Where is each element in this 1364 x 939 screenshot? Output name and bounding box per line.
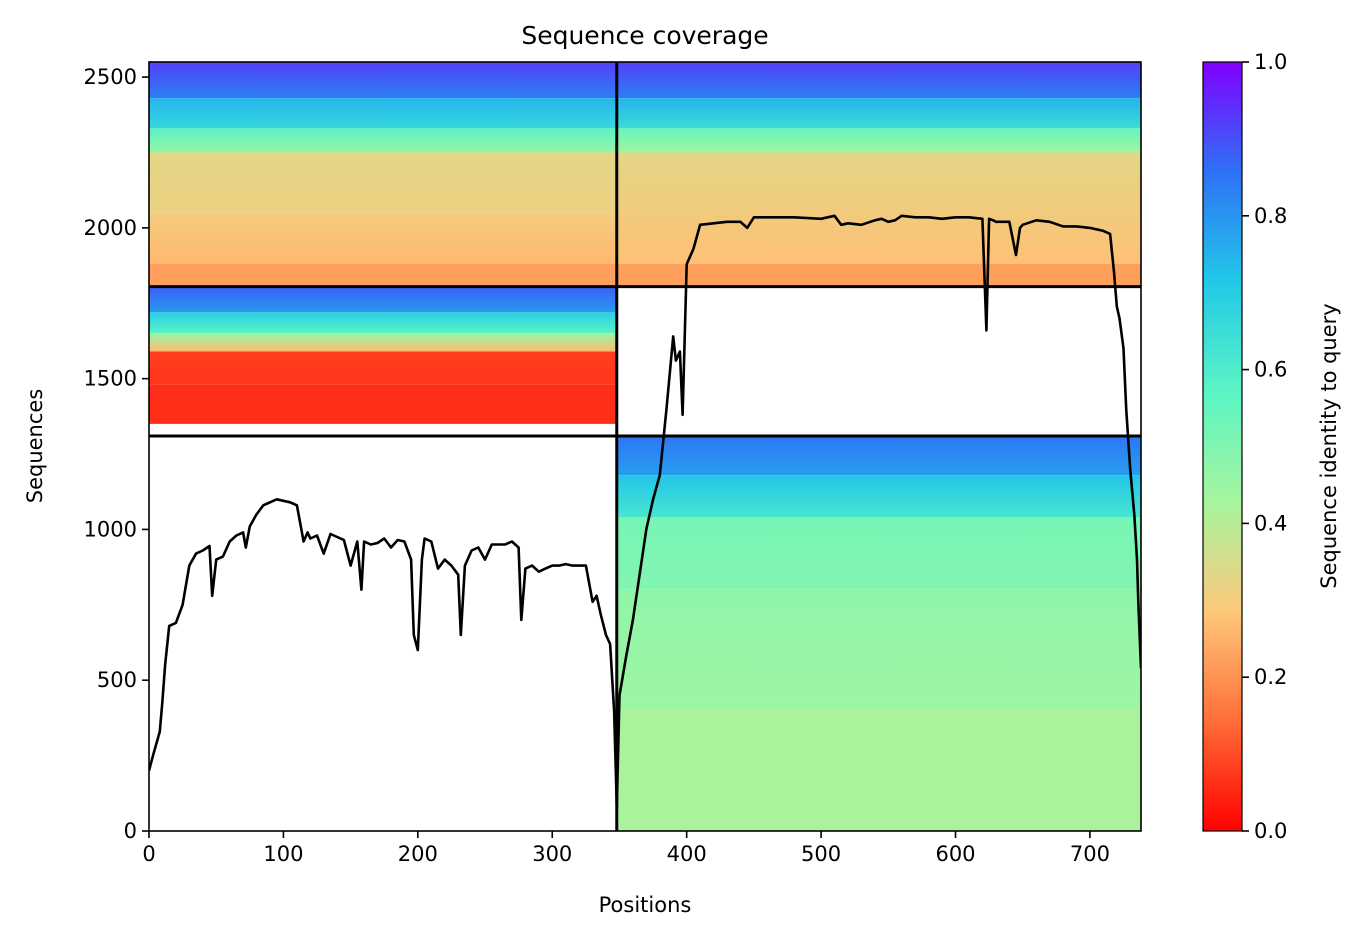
coverage-line bbox=[149, 497, 619, 807]
colorbar-tick-label: 0.6 bbox=[1254, 358, 1287, 382]
colorbar-title: Sequence identity to query bbox=[1317, 303, 1341, 588]
colorbar-axis: 0.0 0.2 0.4 0.6 0.8 1.0 bbox=[1242, 50, 1287, 843]
colorbar-tick-label: 0.8 bbox=[1254, 204, 1287, 228]
separator-lines bbox=[149, 62, 1141, 831]
coverage-lines bbox=[149, 214, 1141, 807]
x-tick-label: 500 bbox=[801, 842, 841, 866]
heatmap-band bbox=[149, 312, 617, 334]
heatmap-block bbox=[616, 62, 1141, 287]
heatmap-band bbox=[616, 128, 1141, 153]
heatmap-band bbox=[149, 286, 617, 313]
heatmap-band bbox=[149, 351, 617, 385]
heatmap-block bbox=[149, 286, 617, 424]
heatmap-band bbox=[149, 264, 617, 287]
heatmap-band bbox=[149, 152, 617, 213]
heatmap-band bbox=[149, 212, 617, 265]
y-tick-label: 500 bbox=[97, 668, 137, 692]
heatmap-band bbox=[616, 475, 1141, 518]
colorbar bbox=[1202, 61, 1243, 832]
heatmap-band bbox=[616, 152, 1141, 265]
y-axis: 0 500 1000 1500 2000 2500 bbox=[84, 65, 149, 843]
heatmap-band bbox=[149, 98, 617, 129]
y-tick-label: 1500 bbox=[84, 367, 137, 391]
chart-title: Sequence coverage bbox=[521, 21, 768, 50]
x-tick-label: 0 bbox=[142, 842, 155, 866]
x-tick-label: 700 bbox=[1070, 842, 1110, 866]
heatmap-block bbox=[616, 435, 1141, 831]
x-tick-label: 400 bbox=[667, 842, 707, 866]
heatmap-band bbox=[149, 128, 617, 153]
x-tick-label: 600 bbox=[935, 842, 975, 866]
x-tick-label: 300 bbox=[532, 842, 572, 866]
y-tick-label: 2000 bbox=[84, 216, 137, 240]
plot-frame bbox=[148, 61, 1142, 832]
y-axis-title: Sequences bbox=[23, 389, 47, 504]
y-tick-label: 1000 bbox=[84, 517, 137, 541]
heatmap-blocks bbox=[149, 62, 1141, 831]
heatmap-band bbox=[616, 589, 1141, 711]
x-axis: 0 100 200 300 400 500 600 700 bbox=[142, 831, 1110, 866]
heatmap-band bbox=[616, 435, 1141, 476]
x-axis-title: Positions bbox=[599, 893, 692, 917]
y-tick-label: 0 bbox=[124, 819, 137, 843]
heatmap-band bbox=[616, 710, 1141, 831]
heatmap-band bbox=[616, 264, 1141, 287]
colorbar-tick-label: 0.0 bbox=[1254, 819, 1287, 843]
heatmap-band bbox=[149, 384, 617, 424]
heatmap-band bbox=[149, 333, 617, 352]
colorbar-tick-label: 0.2 bbox=[1254, 665, 1287, 689]
heatmap-block bbox=[149, 62, 617, 287]
heatmap-band bbox=[616, 517, 1141, 590]
x-tick-label: 100 bbox=[263, 842, 303, 866]
heatmap-band bbox=[616, 62, 1141, 99]
heatmap-band bbox=[149, 62, 617, 99]
colorbar-tick-label: 1.0 bbox=[1254, 50, 1287, 74]
heatmap-band bbox=[616, 98, 1141, 129]
x-tick-label: 200 bbox=[398, 842, 438, 866]
coverage-line bbox=[615, 214, 1141, 807]
y-tick-label: 2500 bbox=[84, 65, 137, 89]
colorbar-tick-label: 0.4 bbox=[1254, 511, 1287, 535]
